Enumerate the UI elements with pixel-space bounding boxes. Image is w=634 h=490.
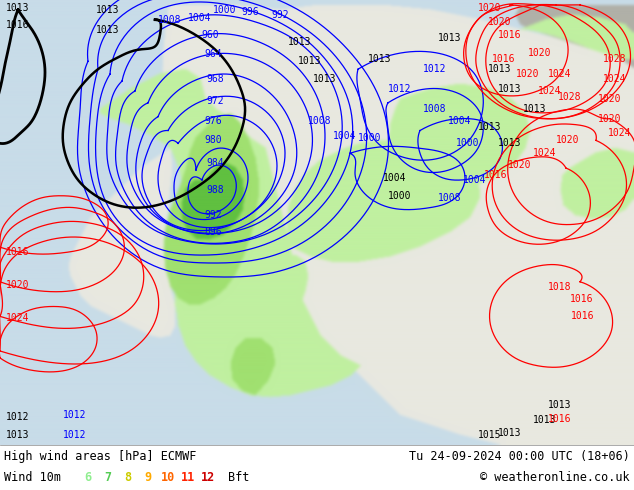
Text: Wind 10m: Wind 10m [4,471,61,485]
Text: 1012: 1012 [424,64,447,74]
Text: 1020: 1020 [478,3,501,13]
Text: 992: 992 [204,210,222,220]
Text: 1013: 1013 [523,104,547,114]
Text: 1024: 1024 [608,128,631,139]
Text: 1000: 1000 [213,5,236,15]
Text: 1016: 1016 [6,247,30,257]
Text: 11: 11 [181,471,195,485]
Text: 10: 10 [161,471,175,485]
Text: 1013: 1013 [96,24,120,35]
Text: 1012: 1012 [63,430,87,440]
Text: 1008: 1008 [424,104,447,114]
Text: 1013: 1013 [6,430,30,440]
Text: 1024: 1024 [533,148,557,158]
Text: 1012: 1012 [6,412,30,422]
Text: 1013: 1013 [478,122,501,131]
Text: 984: 984 [206,158,224,168]
Text: 1012: 1012 [388,84,411,94]
Text: 1013: 1013 [498,428,522,438]
Text: 1020: 1020 [598,114,622,123]
Text: 1016: 1016 [6,20,30,30]
Text: 972: 972 [206,96,224,106]
Text: 1013: 1013 [313,74,337,84]
Text: 1000: 1000 [388,191,411,201]
Text: 988: 988 [206,185,224,195]
Text: 1013: 1013 [498,138,522,148]
Text: 1016: 1016 [548,414,572,424]
Text: 976: 976 [204,116,222,125]
Text: 6: 6 [84,471,91,485]
Text: 1016: 1016 [571,311,595,321]
Text: 1000: 1000 [456,138,480,148]
Text: 992: 992 [271,10,289,20]
Text: 1008: 1008 [438,193,462,203]
Text: 8: 8 [124,471,132,485]
Text: 1028: 1028 [559,92,582,102]
Text: 1013: 1013 [6,3,30,13]
Text: 1013: 1013 [288,37,312,47]
Text: 964: 964 [204,49,222,59]
Text: 1013: 1013 [498,84,522,94]
Text: 1012: 1012 [63,410,87,420]
Text: 1004: 1004 [333,131,357,142]
Text: 1013: 1013 [438,32,462,43]
Text: 1020: 1020 [6,280,30,290]
Text: 1020: 1020 [508,160,532,170]
Text: 968: 968 [206,74,224,84]
Text: 1004: 1004 [188,13,212,23]
Text: High wind areas [hPa] ECMWF: High wind areas [hPa] ECMWF [4,450,197,464]
Text: 996: 996 [241,7,259,17]
Text: 1016: 1016 [484,170,508,180]
Text: 960: 960 [201,29,219,40]
Text: 1013: 1013 [548,400,572,410]
Text: 1024: 1024 [603,74,627,84]
Text: Tu 24-09-2024 00:00 UTC (18+06): Tu 24-09-2024 00:00 UTC (18+06) [409,450,630,464]
Text: 1028: 1028 [603,54,627,64]
Text: 1015: 1015 [478,430,501,440]
Text: 1016: 1016 [498,29,522,40]
Text: 1008: 1008 [308,116,332,125]
Text: 1004: 1004 [448,116,472,125]
Text: 980: 980 [204,135,222,146]
Text: 12: 12 [201,471,215,485]
Text: 896: 896 [204,227,222,237]
Text: 1000: 1000 [358,133,382,144]
Text: 1004: 1004 [383,173,407,183]
Text: 1013: 1013 [533,415,557,425]
Text: 1020: 1020 [598,94,622,104]
Text: 1020: 1020 [488,17,512,27]
Text: 1013: 1013 [368,54,392,64]
Text: © weatheronline.co.uk: © weatheronline.co.uk [481,471,630,485]
Text: 1018: 1018 [548,282,572,292]
Text: 1013: 1013 [488,64,512,74]
Text: 1016: 1016 [570,294,594,304]
Text: 9: 9 [145,471,152,485]
Text: 1020: 1020 [556,135,579,146]
Text: 1008: 1008 [158,15,182,25]
Text: 7: 7 [105,471,112,485]
Text: 1013: 1013 [298,56,321,66]
Text: 1020: 1020 [516,69,540,79]
Text: 1020: 1020 [528,49,552,58]
Text: 1024: 1024 [538,86,562,96]
Text: 1004: 1004 [463,175,487,185]
Text: 1016: 1016 [492,54,515,64]
Text: Bft: Bft [228,471,249,485]
Text: 1024: 1024 [6,314,30,323]
Text: 1013: 1013 [96,5,120,15]
Text: 1024: 1024 [548,69,572,79]
